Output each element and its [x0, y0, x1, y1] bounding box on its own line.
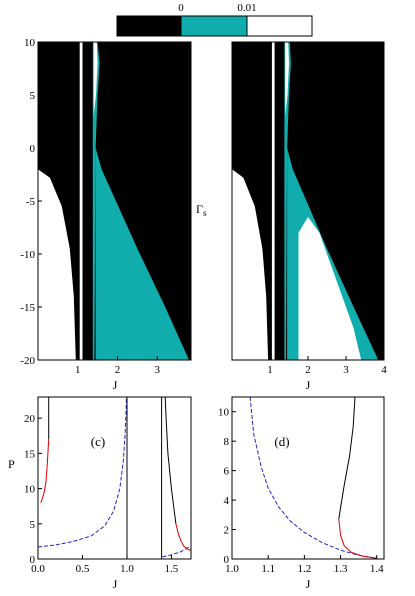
colorbar-segment-mid — [180, 15, 248, 37]
heatmap-region-high — [38, 169, 76, 360]
y-tick-label: 10 — [24, 484, 36, 496]
heatmap-panel-b: 1 2 3 4 (b) J — [231, 41, 387, 392]
plot-area — [38, 397, 191, 559]
x-tick-label: 1.2 — [298, 563, 312, 575]
series-line — [164, 397, 177, 524]
x-tick-label: 0.0 — [31, 563, 45, 575]
panel-label: (c) — [91, 434, 105, 449]
x-tick-label: 2 — [115, 364, 121, 376]
x-axis-label: J — [306, 577, 311, 591]
series-line — [38, 397, 127, 548]
y-tick-label: 0 — [30, 554, 36, 566]
series-line — [175, 523, 191, 551]
colorbar: 0 0.01 — [116, 2, 313, 37]
y-tick-label: 8 — [224, 436, 230, 448]
plot-area — [232, 397, 384, 559]
plot-frame — [231, 396, 385, 560]
series-line — [40, 439, 50, 503]
y-tick-label: 4 — [224, 495, 230, 507]
x-axis-label: J — [306, 378, 311, 392]
y-tick-label: 2 — [224, 525, 230, 537]
y-tick-label: 0 — [224, 554, 230, 566]
y-axis-label: Γs — [196, 202, 207, 218]
x-tick-label: 3 — [154, 364, 160, 376]
heatmap-region-high — [298, 216, 362, 360]
series-line — [249, 397, 377, 559]
colorbar-tick-label: 0.01 — [237, 2, 256, 14]
x-tick-label: 1.1 — [261, 563, 275, 575]
heatmap-region-mid — [284, 42, 291, 360]
heatmap-region-high — [232, 169, 269, 360]
y-tick-label: -10 — [20, 249, 35, 261]
colorbar-segment-high — [246, 15, 313, 37]
x-tick-label: 1.4 — [370, 563, 384, 575]
plot-frame — [37, 396, 192, 560]
series-line — [162, 546, 190, 558]
y-tick-label: 5 — [30, 90, 36, 102]
x-tick-label: 2 — [305, 364, 311, 376]
x-axis-label: J — [113, 378, 118, 392]
y-tick-label: 10 — [218, 407, 230, 419]
y-tick-label: -5 — [26, 196, 36, 208]
x-tick-label: 1.5 — [165, 563, 179, 575]
panel-label: (b) — [362, 48, 377, 63]
colorbar-segment-zero — [116, 15, 182, 37]
y-axis-label-main: Γ — [196, 202, 203, 216]
y-tick-label: 5 — [30, 519, 36, 531]
series-line — [338, 397, 356, 520]
heatmap-region-mid — [92, 42, 100, 360]
panel-label: (a) — [171, 48, 185, 63]
y-tick-label: -20 — [20, 355, 35, 367]
heatmap-region-high — [271, 42, 275, 360]
panel-label: (d) — [274, 434, 289, 449]
x-tick-label: 1.3 — [334, 563, 348, 575]
heatmap-panel-a: 1 2 3 10 5 0 -5 -10 -15 -20 (a) J Γs — [20, 37, 207, 392]
colorbar-tick-label: 0 — [178, 2, 184, 14]
heatmap-region-high — [285, 42, 289, 117]
series-line — [338, 519, 377, 559]
x-tick-label: 1.0 — [225, 563, 239, 575]
x-tick-label: 3 — [343, 364, 349, 376]
y-axis-label: P — [8, 457, 15, 471]
line-panel-c: 0.0 0.5 1.0 1.5 0 5 10 15 20 (c) J P — [8, 396, 192, 591]
line-panel-d: 1.0 1.1 1.2 1.3 1.4 0 2 4 6 8 10 (d) J — [218, 396, 385, 591]
y-tick-label: -15 — [20, 302, 35, 314]
heatmap-region-high — [79, 42, 83, 360]
x-tick-label: 1 — [75, 364, 81, 376]
y-tick-label: 6 — [224, 466, 230, 478]
x-tick-label: 1.0 — [120, 563, 134, 575]
x-tick-label: 0.5 — [76, 563, 90, 575]
y-tick-label: 20 — [24, 413, 36, 425]
y-tick-label: 0 — [30, 143, 36, 155]
y-axis-label-subscript: s — [203, 208, 207, 218]
heatmap-region-mid — [95, 148, 189, 360]
y-tick-label: 15 — [24, 448, 36, 460]
x-tick-label: 4 — [381, 364, 387, 376]
x-tick-label: 1 — [267, 364, 273, 376]
x-axis-label: J — [113, 577, 118, 591]
heatmap-region-high — [93, 42, 98, 117]
y-tick-label: 10 — [24, 37, 36, 49]
